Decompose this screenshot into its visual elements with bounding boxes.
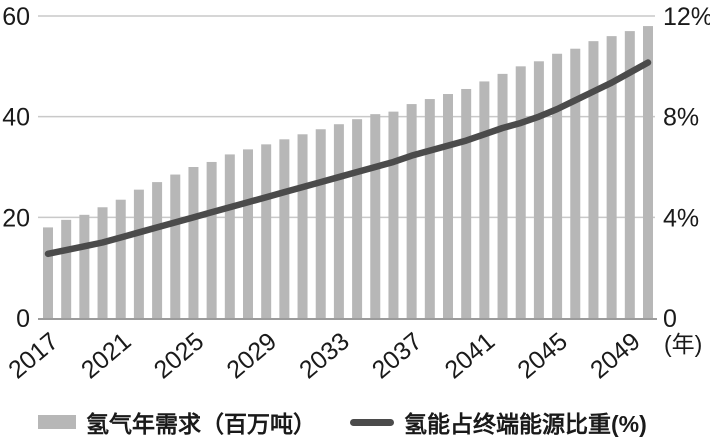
bar xyxy=(479,81,490,318)
x-axis-tick-label: 2037 xyxy=(367,327,428,384)
bar xyxy=(333,124,344,318)
bar xyxy=(352,119,363,318)
y-axis-left-tick-label: 40 xyxy=(2,104,30,132)
y-axis-right-tick-label: 4% xyxy=(663,204,699,232)
bar xyxy=(424,99,435,318)
x-axis-tick-label: 2041 xyxy=(440,327,501,384)
x-axis-tick-label: 2021 xyxy=(76,327,137,384)
trend-line xyxy=(44,59,652,258)
bar xyxy=(461,88,472,318)
bar xyxy=(279,139,290,318)
y-axis-left-tick-label: 60 xyxy=(2,3,30,31)
line-series-swatch xyxy=(350,418,394,426)
bar xyxy=(243,149,253,318)
bar xyxy=(224,154,235,318)
y-axis-right-tick-label: 8% xyxy=(663,104,699,132)
bar xyxy=(497,73,508,318)
x-axis-tick-label: 2049 xyxy=(585,327,646,384)
legend-item-hydrogen-demand: 氢气年需求（百万吨） xyxy=(38,405,316,439)
bar xyxy=(606,36,617,319)
y-axis-right-tick-label: 12% xyxy=(663,3,710,31)
legend-item-energy-share: 氢能占终端能源比重(%) xyxy=(350,405,647,439)
bar xyxy=(443,94,453,319)
legend: 氢气年需求（百万吨） 氢能占终端能源比重(%) xyxy=(38,405,647,439)
bar xyxy=(533,61,544,319)
x-axis-tick-label: 2033 xyxy=(294,327,355,384)
bar xyxy=(79,214,90,318)
bar xyxy=(388,111,399,318)
bar xyxy=(61,219,72,318)
x-axis-unit-label: (年) xyxy=(664,331,702,357)
bar xyxy=(406,104,417,318)
bar xyxy=(188,167,199,318)
bar xyxy=(43,227,53,318)
x-axis-tick-label: 2017 xyxy=(3,327,64,384)
bar xyxy=(370,114,381,319)
bar xyxy=(206,161,217,318)
x-axis-tick-label: 2025 xyxy=(149,327,210,384)
bar xyxy=(133,189,144,318)
bar xyxy=(570,48,581,318)
y-axis-left-tick-label: 20 xyxy=(2,204,30,232)
bar xyxy=(115,199,126,318)
bar xyxy=(515,66,526,318)
x-axis-tick-label: 2029 xyxy=(221,327,282,384)
bar xyxy=(97,207,108,318)
y-axis-left-tick-label: 0 xyxy=(16,305,30,333)
bar xyxy=(152,182,163,318)
bar xyxy=(261,144,272,318)
x-axis-tick-label: 2045 xyxy=(512,327,573,384)
bar xyxy=(170,174,181,318)
legend-label-energy-share: 氢能占终端能源比重(%) xyxy=(404,411,647,437)
bar-series-swatch xyxy=(38,415,76,429)
bar xyxy=(315,129,326,318)
y-axis-right-tick-label: 0 xyxy=(663,305,677,333)
bar xyxy=(624,31,635,318)
bar xyxy=(552,53,563,318)
legend-label-hydrogen-demand: 氢气年需求（百万吨） xyxy=(86,411,316,437)
bar xyxy=(297,134,308,318)
bar xyxy=(588,41,599,319)
bar xyxy=(643,26,653,319)
